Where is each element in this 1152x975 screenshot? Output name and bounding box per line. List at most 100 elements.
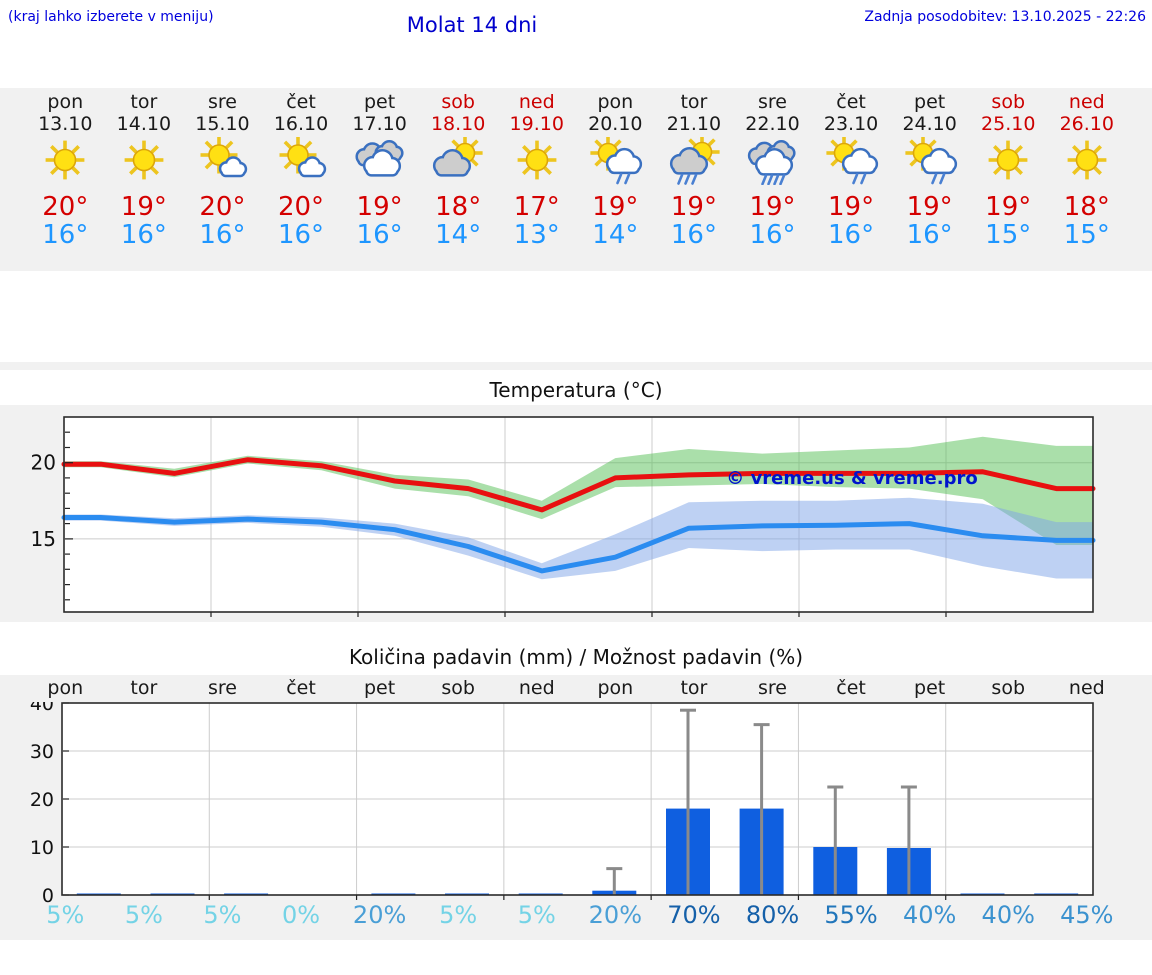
precip-day-label: sob [441,677,475,699]
day-low-temp: 16° [277,220,325,250]
day-date: 15.10 [195,113,250,135]
temperature-chart: 15 20 © vreme.us & vreme.pro [31,416,1096,617]
precip-day-label: ned [1068,677,1105,699]
precip-probability: 80% [745,901,800,929]
precip-day-label: sob [991,677,1026,699]
cloud-shape [606,147,643,175]
precip-day-label: sre [758,677,787,699]
cloud-shape [920,147,957,175]
day-date: 19.10 [509,113,564,135]
day-low-temp: 16° [42,220,89,250]
day-high-temp: 20° [42,192,89,222]
day-date: 17.10 [352,113,407,135]
precipitation-chart: 0 10 20 30 40 [30,702,1094,906]
day-column: pon 20.10 19° 14° [576,88,655,271]
precip-day-labels: pon tor sre čet pet sob ned pon tor sre čet pet sob n… [0,677,1152,699]
watermark-link[interactable]: © vreme.us & vreme.pro [726,468,977,489]
temp-y-tick-label: 20 [31,451,56,475]
cloud-shape [669,147,708,175]
day-column: tor 14.10 19° 16° [105,88,184,271]
last-update: Zadnja posodobitev: 13.10.2025 - 22:26 [864,9,1146,25]
day-date: 25.10 [981,113,1036,135]
sun-shape [279,137,317,174]
raindrop-shape [684,173,691,185]
precip-probability: 70% [667,901,721,929]
raindrop-shape [616,173,623,185]
precipitation-chart-band: pon tor sre čet pet sob ned pon tor sre čet pet sob n… [0,675,1152,940]
day-date: 13.10 [38,113,93,135]
sun-shape [45,140,85,180]
day-date: 21.10 [666,113,722,135]
day-low-temp: 16° [199,220,246,250]
cloud-shape [433,149,472,177]
day-high-temp: 20° [199,192,246,222]
precip-probability: 5% [439,901,478,929]
day-name: ned [1068,91,1105,113]
precip-probability: 5% [517,901,556,929]
day-date: 16.10 [273,113,329,135]
sun-shape [1067,140,1107,180]
raindrop-shape [852,173,859,185]
precip-y-tick-label: 10 [30,837,54,859]
day-name: ned [518,91,555,113]
precip-y-tick-label: 20 [30,789,54,811]
precip-day-label: tor [680,677,708,699]
day-high-temp: 19° [749,192,796,222]
day-high-temp: 19° [356,192,403,222]
temperature-chart-title: Temperatura (°C) [489,378,663,402]
uncertainty-band [64,497,1093,580]
menu-hint: (kraj lahko izberete v meniju) [8,9,214,25]
day-high-temp: 17° [513,192,560,222]
temp-y-tick-label: 15 [31,527,56,551]
clouds-rain4-icon [748,139,797,185]
precip-probability: 40% [902,901,957,929]
day-name: sre [758,91,787,113]
sun-icon [124,140,164,180]
sun-cloud-rain2-icon [905,137,957,185]
day-name: pet [364,91,396,113]
day-high-temp: 19° [120,192,167,222]
day-low-temp: 14° [592,220,639,250]
sun-graycloud-icon [433,137,483,177]
precip-day-label: čet [836,677,866,699]
precip-y-tick-label: 40 [30,702,54,715]
precip-day-label: tor [130,677,158,699]
day-column: čet 23.10 19° 16° [812,88,891,271]
days-band: pon 13.10 20° 16° tor 14.10 19° 16° sre 15.10 20° 1… [0,88,1152,271]
precip-day-label: ned [518,677,555,699]
precip-probability: 5% [203,901,242,929]
page-title: Molat 14 dni [406,13,538,37]
day-low-temp: 13° [513,220,560,250]
precip-probability: 40% [981,901,1035,929]
sun-shape [124,140,164,180]
day-column: ned 19.10 17° 13° [497,88,576,271]
day-low-temp: 16° [906,220,953,250]
precipitation-chart-title: Količina padavin (mm) / Možnost padavin … [348,645,804,669]
day-column: pon 13.10 20° 16° [26,88,105,271]
sun-icon [988,140,1028,180]
precip-day-label: pet [914,677,946,699]
precip-probability: 55% [824,901,878,929]
day-high-temp: 19° [670,192,717,222]
day-name: sre [207,91,237,113]
day-high-temp: 18° [1063,192,1110,222]
day-column: sre 22.10 19° 16° [733,88,812,271]
day-date: 26.10 [1059,113,1114,135]
day-low-temp: 16° [828,220,875,250]
day-high-temp: 19° [828,192,875,222]
section-divider [0,362,1152,370]
day-column: čet 16.10 20° 16° [262,88,341,271]
day-date: 20.10 [588,113,643,135]
day-name: pon [597,91,634,113]
precip-day-label: pon [47,677,84,699]
day-low-temp: 15° [1063,220,1110,250]
raindrop-shape [677,173,684,185]
cloud-shape [219,156,248,178]
day-high-temp: 20° [277,192,325,222]
cloud-shape [841,147,879,175]
day-date: 18.10 [430,113,486,135]
raindrop-shape [773,174,780,185]
day-high-temp: 18° [435,192,482,222]
day-column: sob 18.10 18° 14° [419,88,498,271]
sun-cloud-rain2-icon [590,137,643,185]
